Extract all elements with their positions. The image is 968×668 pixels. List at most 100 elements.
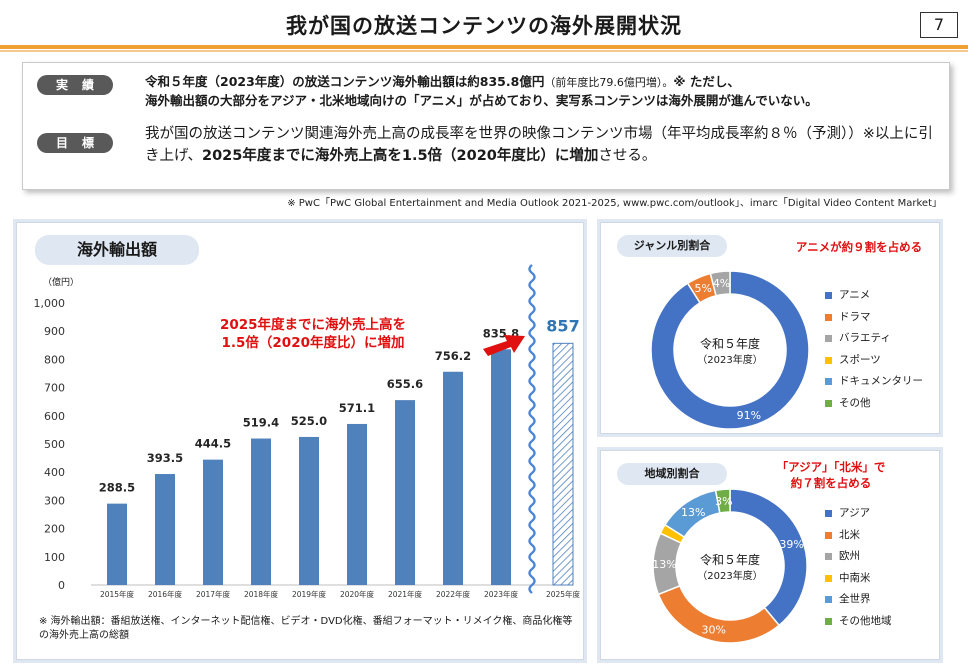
region-panel: 39% 30% 13% 13% 3% 令和５年度 （2023年度） 地域別割合 「アジア」「… — [600, 450, 940, 660]
x-tick-label: 2015年度 — [100, 589, 135, 599]
bar — [251, 438, 271, 585]
region-note: 「アジア」「北米」で 約７割を占める — [761, 459, 901, 491]
legend-swatch — [825, 596, 832, 604]
legend-item: ドキュメンタリー — [825, 371, 923, 393]
legend-item: ドラマ — [825, 307, 923, 329]
slice-value-label: 3% — [715, 495, 732, 508]
export-chart-title: 海外輸出額 — [35, 235, 199, 265]
title-rule-light — [0, 50, 968, 52]
goal-text: 我が国の放送コンテンツ関連海外売上高の成長率を世界の映像コンテンツ市場（年平均成… — [145, 123, 940, 167]
y-tick-label: 500 — [44, 438, 65, 451]
slice-value-label: 13% — [652, 558, 676, 571]
result-text: 令和５年度（2023年度）の放送コンテンツ海外輸出額は約835.8億円（前年度比… — [145, 73, 940, 110]
donut-slice — [650, 270, 810, 430]
export-footnote: ※ 海外輸出額：番組放送権、インターネット配信権、ビデオ・DVD化権、番組フォー… — [39, 616, 573, 641]
x-tick-label: 2017年度 — [196, 589, 231, 599]
legend-item: 全世界 — [825, 589, 892, 611]
bar-value-label: 655.6 — [387, 377, 423, 391]
x-tick-label: 2021年度 — [388, 589, 423, 599]
result-yoy: （前年度比79.6億円増）。 — [544, 76, 674, 89]
region-donut-chart: 39% 30% 13% 13% 3% 令和５年度 （2023年度） — [652, 488, 808, 644]
y-tick-label: 700 — [44, 382, 65, 395]
export-bar-chart: （億円） 0 100 200 300 400 500 600 700 800 900 1,000 288… — [34, 264, 581, 599]
legend-label: 中南米 — [839, 571, 871, 584]
target-value-label: 857 — [546, 316, 579, 335]
legend-label: 欧州 — [839, 550, 860, 562]
y-tick-label: 600 — [44, 410, 65, 423]
legend-item: 北米 — [825, 525, 892, 547]
legend-label: アニメ — [839, 289, 871, 301]
x-tick-label: 2022年度 — [436, 589, 471, 599]
legend-item: 中南米 — [825, 568, 892, 590]
genre-note: アニメが約９割を占める — [795, 240, 923, 254]
genre-title: ジャンル別割合 — [617, 235, 727, 257]
bar-value-label: 571.1 — [339, 401, 375, 415]
genre-panel: 91% 5% 4% 令和５年度 （2023年度） ジャンル別割合 アニメが約９割を占める… — [600, 222, 940, 434]
growth-arrow — [483, 335, 525, 356]
result-main: 令和５年度（2023年度）の放送コンテンツ海外輸出額は約835.8億円 — [145, 74, 545, 89]
bar-value-label: 288.5 — [99, 481, 135, 495]
goal-part1: 我が国の放送コンテンツ関連海外売上高の成長率を世界の映像コンテンツ市場（年平均成… — [145, 126, 933, 164]
y-tick-label: 800 — [44, 353, 65, 366]
target-annotation: 2025年度までに海外売上高を — [220, 316, 406, 333]
export-chart-panel: （億円） 0 100 200 300 400 500 600 700 800 900 1,000 288… — [16, 222, 584, 660]
x-tick-label: 2020年度 — [340, 589, 375, 599]
target-bar — [552, 342, 574, 586]
legend-label: 北米 — [839, 528, 860, 541]
x-tick-label: 2019年度 — [292, 589, 327, 599]
bar-value-label: 444.5 — [195, 437, 231, 451]
region-title: 地域別割合 — [617, 463, 727, 485]
goal-bold: 2025年度までに海外売上高を1.5倍（2020年度比）に増加 — [202, 148, 599, 164]
y-tick-label: 900 — [44, 325, 65, 338]
slice-value-label: 30% — [701, 623, 725, 636]
legend-label: バラエティ — [839, 332, 891, 344]
legend-swatch — [825, 617, 832, 625]
x-tick-label: 2025年度 — [546, 589, 581, 599]
goal-label: 目標 — [37, 133, 113, 153]
legend-label: ドキュメンタリー — [839, 375, 923, 387]
legend-label: アジア — [839, 507, 871, 519]
y-tick-label: 100 — [44, 551, 65, 564]
result-label: 実績 — [37, 75, 113, 95]
legend-item: スポーツ — [825, 350, 923, 372]
legend-label: 全世界 — [839, 593, 871, 605]
region-legend: アジア北米欧州中南米全世界その他地域 — [825, 503, 892, 632]
genre-donut-chart: 91% 5% 4% 令和５年度 （2023年度） — [650, 270, 810, 430]
region-note-line1: 「アジア」「北米」で — [776, 460, 886, 474]
donut-center-label: 令和５年度 — [700, 552, 760, 567]
legend-item: バラエティ — [825, 328, 923, 350]
legend-item: その他地域 — [825, 611, 892, 633]
source-note: ※ PwC「PwC Global Entertainment and Media… — [287, 198, 942, 209]
legend-item: アニメ — [825, 285, 923, 307]
bar — [491, 349, 511, 585]
slice-value-label: 4% — [713, 277, 730, 290]
x-tick-label: 2023年度 — [484, 589, 519, 599]
donut-slice — [714, 488, 731, 514]
bar — [107, 503, 127, 585]
legend-swatch — [825, 574, 832, 582]
legend-item: その他 — [825, 393, 923, 415]
legend-swatch — [825, 292, 832, 300]
legend-item: アジア — [825, 503, 892, 525]
legend-swatch — [825, 510, 832, 518]
legend-swatch — [825, 553, 832, 561]
region-note-line2: 約７割を占める — [790, 476, 872, 490]
legend-swatch — [825, 399, 832, 407]
title-rule — [0, 45, 968, 49]
slice-value-label: 39% — [779, 538, 803, 551]
y-tick-label: 1,000 — [34, 297, 66, 310]
legend-swatch — [825, 356, 832, 364]
bar — [443, 371, 463, 585]
y-tick-label: 0 — [58, 579, 65, 592]
donut-slice — [709, 270, 731, 297]
bar — [203, 459, 223, 585]
bar — [299, 436, 319, 585]
bar-value-label: 519.4 — [243, 416, 279, 430]
bar-value-label: 393.5 — [147, 451, 183, 465]
target-annotation: 1.5倍（2020年度比）に増加 — [222, 334, 405, 351]
donut-center-label: 令和５年度 — [700, 336, 760, 351]
axis-break-line — [528, 264, 536, 594]
bar — [395, 400, 415, 585]
legend-label: ドラマ — [839, 310, 871, 323]
x-tick-label: 2016年度 — [148, 589, 183, 599]
